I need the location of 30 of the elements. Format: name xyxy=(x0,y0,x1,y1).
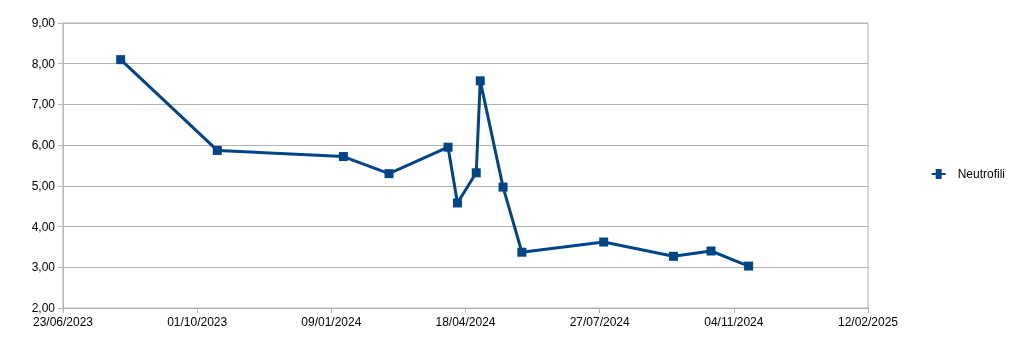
x-tick-label: 01/10/2023 xyxy=(167,315,228,329)
x-tick-label: 04/11/2024 xyxy=(704,315,764,329)
x-tick-label: 12/02/2025 xyxy=(837,315,899,329)
point xyxy=(471,168,481,178)
y-tick-label: 9,00 xyxy=(31,16,56,30)
y-tick-label: 7,00 xyxy=(31,97,56,112)
y-tick-label: 2,00 xyxy=(31,301,56,315)
y-tick-label: 4,00 xyxy=(31,219,56,234)
point xyxy=(599,237,609,247)
legend-label: Neutrofili xyxy=(957,167,1006,181)
point xyxy=(443,142,453,152)
point xyxy=(706,246,716,256)
x-tick-label: 09/01/2024 xyxy=(301,315,362,329)
point xyxy=(498,182,508,192)
x-tick-label: 18/04/2024 xyxy=(435,315,496,329)
y-tick-label: 5,00 xyxy=(31,178,56,193)
x-tick-label: 23/06/2023 xyxy=(32,315,94,329)
point xyxy=(338,152,348,162)
y-tick-label: 6,00 xyxy=(31,138,56,153)
point xyxy=(384,169,394,179)
y-tick-label: 8,00 xyxy=(31,56,56,71)
point xyxy=(517,247,527,257)
point xyxy=(475,76,485,86)
y-tick-label: 3,00 xyxy=(31,260,56,275)
point xyxy=(744,261,754,271)
point xyxy=(116,55,126,65)
point xyxy=(212,145,222,155)
point xyxy=(668,251,678,261)
point xyxy=(452,198,462,208)
x-tick-label: 27/07/2024 xyxy=(569,315,631,329)
